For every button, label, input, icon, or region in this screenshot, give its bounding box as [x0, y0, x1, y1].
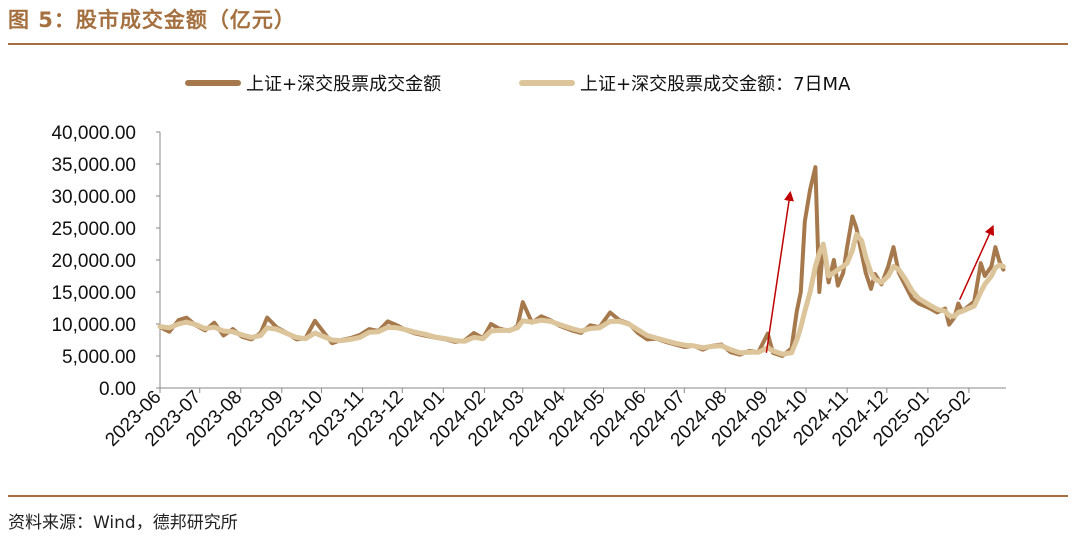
figure-title: 图 5：股市成交金额（亿元）: [8, 8, 296, 32]
chart: 上证+深交股票成交金额 上证+深交股票成交金额：7日MA 0.00 5,000.0…: [51, 74, 1006, 451]
title-divider: [8, 43, 1068, 45]
y-tick-label: 15,000.00: [51, 283, 136, 304]
legend-label-daily: 上证+深交股票成交金额: [246, 74, 441, 95]
series-line-ma: [157, 231, 1006, 357]
series-line-daily: [158, 165, 1006, 358]
y-tick-label: 40,000.00: [51, 123, 136, 144]
legend: 上证+深交股票成交金额 上证+深交股票成交金额：7日MA: [185, 74, 851, 95]
y-tick-label: 10,000.00: [51, 315, 136, 336]
y-tick-label: 25,000.00: [51, 219, 136, 240]
series-lines: [157, 165, 1006, 358]
source-note: 资料来源：Wind，德邦研究所: [8, 513, 238, 533]
trend-arrow-1: [765, 190, 794, 353]
y-tick-label: 20,000.00: [51, 251, 136, 272]
y-tick-label: 0.00: [99, 379, 136, 400]
trend-arrows: [765, 190, 995, 353]
y-tick-label: 35,000.00: [51, 155, 136, 176]
y-tick-label: 5,000.00: [62, 347, 136, 368]
trend-arrow-2: [958, 224, 995, 300]
y-tick-label: 30,000.00: [51, 187, 136, 208]
axes: 0.00 5,000.00 10,000.00 15,000.00 20,000.00 2…: [51, 123, 1006, 451]
legend-label-ma: 上证+深交股票成交金额：7日MA: [580, 74, 851, 95]
footer-divider: [8, 495, 1068, 497]
